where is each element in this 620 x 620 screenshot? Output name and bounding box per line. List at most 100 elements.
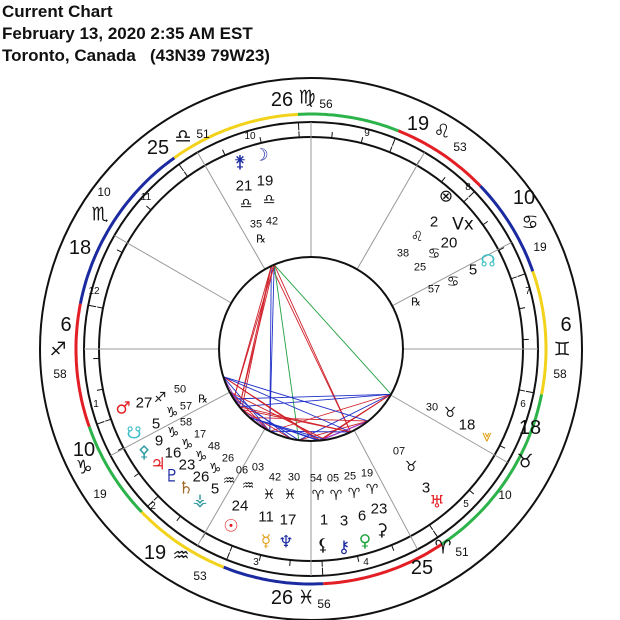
uranus-sign-glyph: ♉ <box>404 459 418 475</box>
juno-icon: ⚵ <box>233 152 247 173</box>
juno-degree: 21 <box>235 177 253 195</box>
cusp-degree: 18 <box>518 417 542 439</box>
degree-tick <box>222 149 226 156</box>
degree-tick <box>133 472 140 478</box>
cusp-minutes: 53 <box>193 569 207 583</box>
mars-degree: 27 <box>135 394 153 412</box>
lilith-minutes: 54 <box>309 472 323 485</box>
cusp-sign-glyph: ♎ <box>174 125 192 148</box>
element-arc <box>397 129 482 188</box>
degree-tick <box>510 276 517 280</box>
ceres-icon: ⚳ <box>375 520 389 541</box>
degree-tick <box>468 489 475 495</box>
cusp-minutes: 51 <box>196 127 210 141</box>
aspect-line-uranus-vesta <box>249 416 369 422</box>
degree-tick <box>518 389 526 392</box>
saturn-degree: 26 <box>192 468 210 486</box>
aspect-line-moon-ceres <box>273 264 352 433</box>
house-cusp-line <box>391 241 512 307</box>
degree-tick <box>96 306 104 309</box>
element-arc <box>140 510 225 569</box>
degree-tick <box>389 146 393 153</box>
cusp-degree: 25 <box>410 557 434 579</box>
element-arc <box>297 112 399 133</box>
uranus-degree: 3 <box>421 479 431 497</box>
outer-ring <box>39 77 583 620</box>
cusp-minutes: 19 <box>93 487 107 501</box>
venus-icon: ♀ <box>358 531 372 552</box>
degree-tick <box>519 307 526 310</box>
degree-tick <box>153 495 159 501</box>
neptune-sign-glyph: ♓ <box>283 487 297 503</box>
degree-tick <box>105 418 112 422</box>
element-arc <box>173 112 299 160</box>
uranus-minutes: 07 <box>392 445 406 458</box>
cusp-sign-glyph: ♉ <box>516 450 534 473</box>
degree-tick <box>498 247 505 251</box>
degree-tick <box>463 197 469 203</box>
element-arc <box>531 270 548 395</box>
degree-tick <box>117 447 124 451</box>
cusp-sign-glyph: ♐ <box>49 338 67 361</box>
lilith-icon: ⚸ <box>316 535 330 556</box>
asteroid-icon: ⩔ <box>482 426 492 447</box>
venus-sign-glyph: ♈ <box>347 486 361 502</box>
pluto-degree: 23 <box>178 456 196 474</box>
mercury-sign-glyph: ♓ <box>262 487 276 503</box>
lilith-sign-glyph: ♈ <box>311 488 325 504</box>
part-of-fortune-icon: ⊗ <box>438 186 454 207</box>
asteroid-minutes: 30 <box>425 401 439 414</box>
ceres-sign-glyph: ♈ <box>365 482 379 498</box>
lilith-degree: 1 <box>319 511 329 529</box>
pluto-icon: ♇ <box>164 466 180 487</box>
aspect-line-venus-vesta <box>249 416 326 441</box>
vertex-minutes: 25 <box>413 261 427 274</box>
cusp-sign-glyph: ♋ <box>521 211 539 234</box>
aspect-line-sun-mars <box>222 376 271 432</box>
house-number: 4 <box>363 557 369 568</box>
vesta-minutes: 06 <box>235 464 249 477</box>
degree-tick <box>116 249 123 253</box>
north-node-minutes: 57 <box>427 283 441 296</box>
cusp-degree: 18 <box>68 237 92 259</box>
chart-title: Current Chart <box>2 2 113 21</box>
house-number: 6 <box>520 399 526 410</box>
house-number: 5 <box>463 499 469 510</box>
aspect-line-mars-saturn <box>222 376 242 410</box>
cusp-degree: 25 <box>146 137 170 159</box>
element-arc <box>78 156 176 305</box>
cusp-degree: 19 <box>406 113 430 135</box>
house-number: 3 <box>253 557 259 568</box>
jupiter-degree: 16 <box>164 444 182 462</box>
ceres-minutes: 19 <box>360 467 374 480</box>
mars-minutes: 50 <box>173 383 187 396</box>
sign-boundary-tick <box>147 500 154 507</box>
vesta-icon: ⚶ <box>192 490 208 511</box>
element-arc <box>74 303 91 428</box>
sun-icon: ☉ <box>223 516 239 537</box>
aspect-line-moon-neptune <box>273 264 300 441</box>
south-node-minutes: 57 <box>179 400 193 413</box>
degree-tick <box>176 515 181 522</box>
degree-tick <box>229 545 233 552</box>
north-node-sign-glyph: ♋ <box>446 274 460 290</box>
house-cusp-line <box>356 152 425 270</box>
part-of-fortune-minutes: 38 <box>396 247 410 260</box>
degree-tick <box>360 137 364 144</box>
cusp-degree: 10 <box>512 187 536 209</box>
jupiter-minutes: 17 <box>193 428 207 441</box>
aspect-line-moon-jupiter <box>233 264 275 399</box>
cusp-minutes: 10 <box>97 185 111 199</box>
juno-minutes: 35 <box>249 218 263 231</box>
house-number: 7 <box>525 286 531 297</box>
chiron-icon: ⚷ <box>337 537 351 558</box>
cusp-degree: 26 <box>270 89 294 111</box>
south-node-icon: ☋ <box>126 423 142 444</box>
jupiter-icon: ♃ <box>150 454 166 475</box>
sun-sign-glyph: ♒ <box>241 478 255 494</box>
sign-boundary-tick <box>226 552 231 560</box>
degree-tick <box>183 171 189 177</box>
degree-tick <box>482 220 489 226</box>
house-number: 2 <box>150 501 156 512</box>
south-node-retrograde-icon: ℞ <box>198 393 208 406</box>
